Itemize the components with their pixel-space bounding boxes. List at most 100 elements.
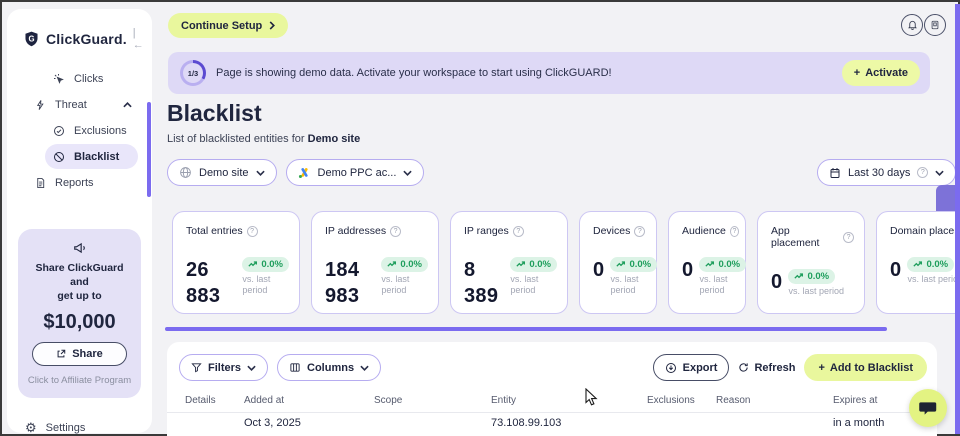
trend-up-icon xyxy=(913,261,923,267)
docs-button[interactable] xyxy=(924,14,946,36)
stat-vs-label: vs. last period xyxy=(610,274,639,296)
google-ads-icon xyxy=(298,167,311,179)
stat-value: 8 389 xyxy=(464,259,499,307)
gear-icon: ⚙ xyxy=(25,419,37,435)
stat-vs-label: vs. last period xyxy=(242,274,271,296)
sidebar-item-settings[interactable]: ⚙ Settings xyxy=(25,420,142,436)
sidebar-item-exclusions[interactable]: Exclusions xyxy=(45,118,142,143)
chevron-down-icon xyxy=(935,170,945,176)
sidebar-item-reports[interactable]: Reports xyxy=(27,170,142,195)
affiliate-promo-card[interactable]: Share ClickGuard and get up to $10,000 S… xyxy=(18,229,141,398)
sidebar-item-blacklist[interactable]: Blacklist xyxy=(45,144,138,169)
chevron-up-icon[interactable] xyxy=(123,101,132,108)
bell-icon xyxy=(907,20,917,31)
collapse-sidebar-icon[interactable]: |← xyxy=(132,27,144,51)
site-selector-value: Demo site xyxy=(199,166,249,179)
table-header-row: Details Added at Scope Entity Exclusions… xyxy=(167,395,937,406)
date-range-selector[interactable]: Last 30 days ? xyxy=(817,159,957,186)
page-scrollbar[interactable] xyxy=(955,4,960,434)
page-subtitle: List of blacklisted entities for Demo si… xyxy=(167,133,360,145)
stat-card-ip-ranges: IP ranges? 8 389 0.0% vs. last period xyxy=(450,211,568,314)
columns-label: Columns xyxy=(307,361,355,374)
continue-setup-button[interactable]: Continue Setup xyxy=(168,13,289,38)
stat-card-total-entries: Total entries? 26 883 0.0% vs. last perio… xyxy=(172,211,300,314)
stats-horizontal-scrollbar[interactable] xyxy=(165,327,887,331)
help-icon[interactable]: ? xyxy=(512,225,524,237)
sidebar-item-label: Blacklist xyxy=(74,150,120,163)
setup-progress-text: 1/3 xyxy=(183,63,203,83)
document-icon xyxy=(35,177,46,189)
column-header[interactable]: Added at xyxy=(244,395,285,406)
stat-label: App placement xyxy=(771,225,820,249)
add-to-blacklist-label: Add to Blacklist xyxy=(829,361,913,374)
chat-widget-button[interactable] xyxy=(909,389,947,427)
sidebar-scrollbar[interactable] xyxy=(147,102,151,197)
bolt-icon xyxy=(35,99,46,111)
plus-icon: + xyxy=(818,361,825,374)
ppc-account-value: Demo PPC ac... xyxy=(317,166,397,179)
column-header[interactable]: Scope xyxy=(374,395,403,406)
activate-button[interactable]: + Activate xyxy=(841,60,920,86)
table-row[interactable]: Oct 3, 2025 73.108.99.103 in a month xyxy=(167,417,937,429)
svg-text:G: G xyxy=(28,34,34,43)
sidebar-item-label: Threat xyxy=(55,98,87,111)
promo-amount: $10,000 xyxy=(43,310,116,333)
trend-badge: 0.0% xyxy=(699,257,747,272)
stat-label: Devices xyxy=(593,225,631,237)
refresh-label: Refresh xyxy=(754,361,796,374)
help-icon[interactable]: ? xyxy=(390,225,402,237)
demo-data-banner: 1/3 Page is showing demo data. Activate … xyxy=(168,52,930,94)
stat-label: Audience xyxy=(682,225,726,237)
export-button[interactable]: Export xyxy=(652,354,730,381)
site-selector[interactable]: Demo site xyxy=(167,159,277,186)
share-button[interactable]: Share xyxy=(32,341,127,366)
column-header[interactable]: Expires at xyxy=(833,395,878,406)
sidebar: G ClickGuard. |← Clicks Threat Exclusion… xyxy=(7,9,152,436)
sidebar-item-label: Exclusions xyxy=(74,124,127,137)
column-header[interactable]: Entity xyxy=(491,395,517,406)
help-icon[interactable]: ? xyxy=(843,231,854,243)
chevron-down-icon xyxy=(247,365,256,371)
sidebar-item-threat[interactable]: Threat xyxy=(27,92,140,117)
cell-added-at: Oct 3, 2025 xyxy=(244,417,301,429)
cell-entity: 73.108.99.103 xyxy=(491,417,562,429)
chevron-right-icon xyxy=(269,21,276,30)
stat-vs-label: vs. last period xyxy=(907,274,960,284)
subtitle-text: List of blacklisted entities for xyxy=(167,133,308,145)
sidebar-item-clicks[interactable]: Clicks xyxy=(45,66,142,91)
column-header[interactable]: Exclusions xyxy=(647,395,695,406)
add-to-blacklist-button[interactable]: + Add to Blacklist xyxy=(804,354,927,381)
help-icon[interactable]: ? xyxy=(634,225,646,237)
chat-bubble-icon xyxy=(918,401,936,415)
stat-card-devices: Devices? 0 0.0% vs. last period xyxy=(579,211,658,314)
banner-message: Page is showing demo data. Activate your… xyxy=(216,67,612,79)
clickguard-logo-icon: G xyxy=(23,30,40,48)
stat-card-ip-addresses: IP addresses? 184 983 0.0% vs. last perio… xyxy=(311,211,439,314)
divider xyxy=(167,412,937,413)
subtitle-site-name: Demo site xyxy=(307,133,361,145)
notifications-button[interactable] xyxy=(901,14,923,36)
affiliate-link[interactable]: Click to Affiliate Program xyxy=(27,374,132,386)
export-label: Export xyxy=(682,361,718,374)
ppc-account-selector[interactable]: Demo PPC ac... xyxy=(285,159,425,186)
trend-badge: 0.0% xyxy=(510,257,557,272)
column-header[interactable]: Reason xyxy=(716,395,751,406)
refresh-button[interactable]: Refresh xyxy=(738,362,795,374)
promo-text: Share ClickGuard and xyxy=(35,262,124,289)
continue-setup-label: Continue Setup xyxy=(181,19,263,32)
columns-button[interactable]: Columns xyxy=(277,354,382,381)
trend-badge: 0.0% xyxy=(381,257,428,272)
trend-up-icon xyxy=(616,261,626,267)
app-title: ClickGuard. xyxy=(46,31,127,47)
help-icon[interactable]: ? xyxy=(729,225,739,237)
column-header[interactable]: Details xyxy=(185,395,216,406)
trend-up-icon xyxy=(387,261,397,267)
stat-vs-label: vs. last period xyxy=(699,274,728,296)
blacklist-table-card: Filters Columns Export Refresh + Add to … xyxy=(167,342,937,436)
help-icon[interactable]: ? xyxy=(246,225,258,237)
stat-label: Total entries xyxy=(186,225,243,237)
filters-button[interactable]: Filters xyxy=(179,354,269,381)
stat-value: 0 xyxy=(682,259,694,281)
help-icon[interactable]: ? xyxy=(917,167,929,178)
share-button-label: Share xyxy=(72,347,103,360)
